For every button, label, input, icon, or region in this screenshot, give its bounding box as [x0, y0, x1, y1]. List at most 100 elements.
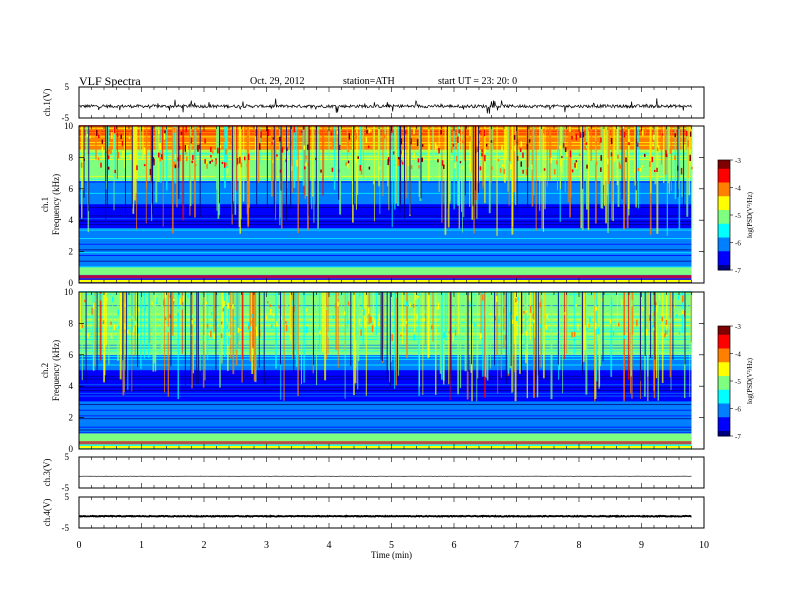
- spectrogram-burst: [536, 292, 539, 398]
- spectrogram-speckle: [178, 145, 181, 150]
- spectrogram-stripe: [79, 367, 692, 369]
- spectrogram-burst: [297, 292, 299, 397]
- spectrogram-dropout: [137, 292, 139, 368]
- spectrogram-burst: [600, 126, 603, 209]
- spectrogram-burst: [626, 126, 629, 228]
- spectrogram-speckle: [87, 333, 89, 338]
- spectrogram-speckle: [105, 295, 108, 301]
- spectrogram-burst: [490, 126, 493, 183]
- colorbar-step: [718, 334, 730, 338]
- spectrogram-burst: [668, 126, 670, 194]
- spectrogram-dropout: [83, 126, 85, 198]
- spectrogram-speckle: [561, 155, 563, 159]
- spectrogram-speckle: [387, 318, 390, 325]
- spectrogram-burst: [453, 126, 455, 210]
- spectrogram-speckle: [128, 133, 131, 138]
- spectrogram-stripe: [79, 412, 692, 414]
- spectrogram-burst: [461, 126, 463, 233]
- spectrogram-stripe: [79, 170, 692, 172]
- spectrogram-burst: [428, 292, 431, 332]
- spectrogram-burst: [171, 292, 174, 336]
- spectrogram-dropout: [266, 126, 268, 208]
- colorbar-step: [718, 339, 730, 343]
- spectrogram-dropout: [308, 126, 310, 216]
- spectrogram-speckle: [589, 317, 591, 323]
- spectrogram-speckle: [112, 296, 114, 303]
- spectrogram-speckle: [272, 159, 274, 164]
- spectrogram-speckle: [246, 164, 248, 168]
- spectrogram-speckle: [578, 153, 581, 157]
- spectrogram-speckle: [220, 321, 223, 325]
- spectrogram-burst: [427, 292, 430, 358]
- panel-voltage-label: ch.3(V): [42, 459, 52, 487]
- spectrogram-burst: [688, 126, 690, 196]
- spectrogram-burst: [296, 126, 298, 179]
- colorbar-label: log(PSD(V²/Hz): [746, 191, 754, 238]
- spectrogram-speckle: [684, 144, 686, 150]
- spectrogram-speckle: [117, 151, 120, 159]
- spectrogram-speckle: [209, 161, 211, 164]
- colorbar-tick-label: -5: [735, 212, 741, 220]
- date-label: Oct. 29, 2012: [250, 76, 305, 87]
- spectrogram-burst: [480, 292, 482, 340]
- spectrogram-speckle: [436, 145, 438, 149]
- spectrogram-speckle: [251, 313, 253, 319]
- spectrogram-speckle: [279, 136, 281, 142]
- spectrogram-stripe: [79, 195, 692, 197]
- spectrogram-speckle: [93, 303, 95, 309]
- spectrogram-speckle: [124, 303, 127, 307]
- spectrogram-burst: [397, 126, 399, 207]
- spectrogram-burst: [251, 292, 254, 375]
- colorbar-step: [718, 245, 730, 249]
- spectrogram-speckle: [138, 308, 140, 312]
- spectrogram-speckle: [347, 160, 350, 164]
- colorbar-step: [718, 201, 730, 205]
- voltage-trace: [78, 514, 692, 518]
- colorbar-step: [718, 392, 730, 396]
- spectrogram-speckle: [641, 165, 643, 168]
- spectrogram-speckle: [347, 139, 349, 146]
- spectrogram-burst: [145, 126, 147, 224]
- spectrogram-speckle: [483, 129, 486, 137]
- spectrogram-speckle: [161, 154, 163, 160]
- spectrogram-speckle: [482, 294, 484, 301]
- spectrogram-burst: [519, 292, 521, 374]
- spectrogram-stripe: [79, 378, 692, 380]
- spectrogram-stripe: [79, 175, 692, 177]
- spectrogram-speckle: [642, 129, 644, 136]
- spectrogram-speckle: [484, 154, 486, 162]
- spectrogram-speckle: [600, 155, 602, 161]
- spectrogram-burst: [690, 292, 692, 342]
- spectrogram-speckle: [390, 312, 393, 315]
- spectrogram-burst: [160, 126, 162, 183]
- spectrogram-speckle: [358, 318, 361, 325]
- spectrogram-speckle: [452, 143, 455, 147]
- spectrogram-speckle: [571, 169, 574, 173]
- spectrogram-speckle: [628, 142, 630, 146]
- spectrogram-burst: [424, 292, 427, 345]
- ch1-spectrogram-colorbar: [717, 159, 733, 271]
- spectrogram-speckle: [318, 130, 321, 134]
- spectrogram-speckle: [221, 161, 224, 164]
- spectrogram-speckle: [649, 161, 651, 168]
- spectrogram-speckle: [564, 312, 566, 315]
- colorbar-tick-label: -6: [735, 406, 741, 414]
- spectrogram-lf-band: [79, 434, 692, 440]
- spectrogram-speckle: [203, 334, 206, 342]
- spectrogram-speckle: [227, 302, 230, 309]
- spectrogram-dropout: [184, 292, 186, 386]
- spectrogram-stripe: [79, 389, 692, 391]
- spectrogram-burst: [613, 126, 616, 163]
- colorbar-step: [718, 345, 730, 349]
- spectrogram-speckle: [129, 153, 132, 160]
- spectrogram-speckle: [539, 302, 542, 308]
- spectrogram-burst: [539, 126, 541, 183]
- spectrogram-speckle: [229, 140, 232, 144]
- spectrogram-speckle: [210, 146, 212, 152]
- spectrogram-speckle: [458, 129, 460, 134]
- spectrogram-burst: [373, 126, 375, 222]
- start-ut-label: start UT = 23: 20: 0: [438, 76, 518, 87]
- spectrogram-speckle: [501, 164, 504, 168]
- colorbar-step: [718, 198, 730, 202]
- spectrogram-speckle: [595, 306, 598, 311]
